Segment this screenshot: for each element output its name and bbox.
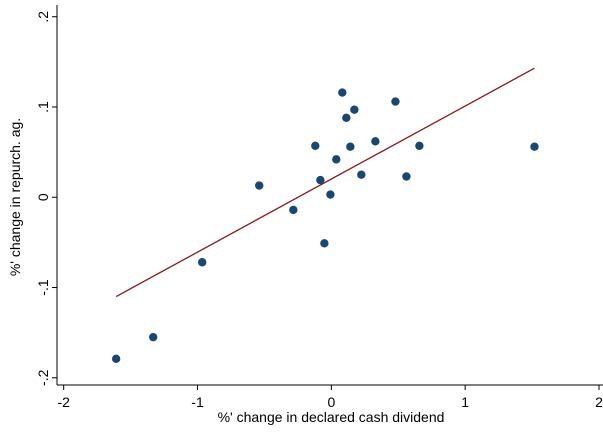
point <box>289 205 298 215</box>
point <box>338 88 347 97</box>
point <box>342 113 351 123</box>
point <box>197 258 207 267</box>
y-tick-label: .1 <box>35 101 51 113</box>
point <box>326 190 335 199</box>
fit-line <box>115 67 535 298</box>
y-tick-label: -.2 <box>35 369 51 386</box>
x-tick-label: 1 <box>461 394 469 410</box>
point <box>415 141 424 151</box>
point <box>320 239 329 248</box>
x-tick-label: -1 <box>191 394 204 410</box>
point <box>371 137 380 146</box>
x-axis-label: %' change in declared cash dividend <box>218 409 445 425</box>
point <box>332 155 341 164</box>
y-tick-label: 0 <box>35 193 51 201</box>
point <box>255 181 264 190</box>
y-tick-label: .2 <box>35 11 51 23</box>
point <box>149 332 158 342</box>
x-tick-label: -2 <box>57 394 70 410</box>
point <box>350 105 359 114</box>
y-tick-label: -.1 <box>35 279 51 296</box>
point <box>311 141 320 151</box>
point <box>111 354 121 364</box>
x-tick-label: 2 <box>595 394 603 410</box>
point <box>346 142 355 151</box>
point <box>530 142 539 151</box>
point <box>316 175 325 185</box>
point <box>391 97 400 106</box>
point <box>357 170 366 179</box>
point <box>402 172 411 181</box>
y-axis-label: %' change in repurch. ag. <box>7 118 23 276</box>
x-tick-label: 0 <box>327 394 335 410</box>
